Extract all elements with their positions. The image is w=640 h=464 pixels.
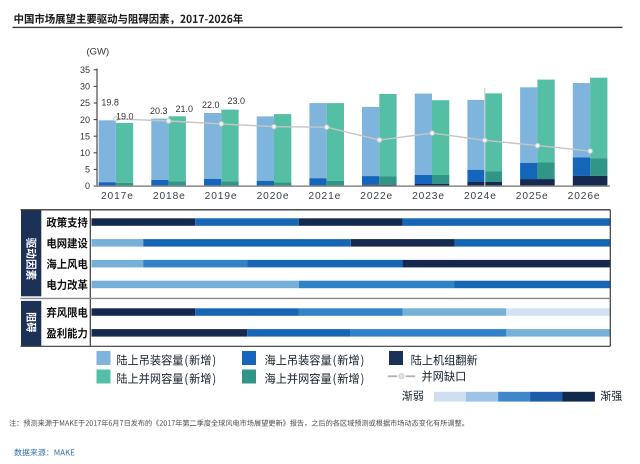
svg-text:2025e: 2025e [516,191,549,202]
svg-text:5: 5 [85,165,90,175]
svg-text:19.8: 19.8 [101,98,119,108]
svg-text:35: 35 [80,65,90,75]
svg-text:2020e: 2020e [257,191,290,202]
svg-text:23.0: 23.0 [228,96,246,106]
svg-text:2018e: 2018e [153,191,186,202]
svg-text:(GW): (GW) [87,46,110,57]
svg-text:2017e: 2017e [101,191,134,202]
svg-text:30: 30 [80,82,90,92]
svg-text:0: 0 [85,181,90,191]
svg-text:10: 10 [80,148,90,158]
svg-text:20: 20 [80,115,90,125]
svg-text:2024e: 2024e [464,191,497,202]
svg-text:25: 25 [80,98,90,108]
svg-text:19.0: 19.0 [116,112,134,122]
svg-text:2021e: 2021e [308,191,341,202]
svg-text:20.3: 20.3 [150,106,168,116]
svg-text:22.0: 22.0 [202,100,220,110]
svg-text:15: 15 [80,131,90,141]
svg-text:2023e: 2023e [412,191,445,202]
svg-text:21.0: 21.0 [176,104,194,114]
svg-text:2019e: 2019e [205,191,238,202]
svg-text:2022e: 2022e [360,191,393,202]
svg-text:2026e: 2026e [568,191,601,202]
